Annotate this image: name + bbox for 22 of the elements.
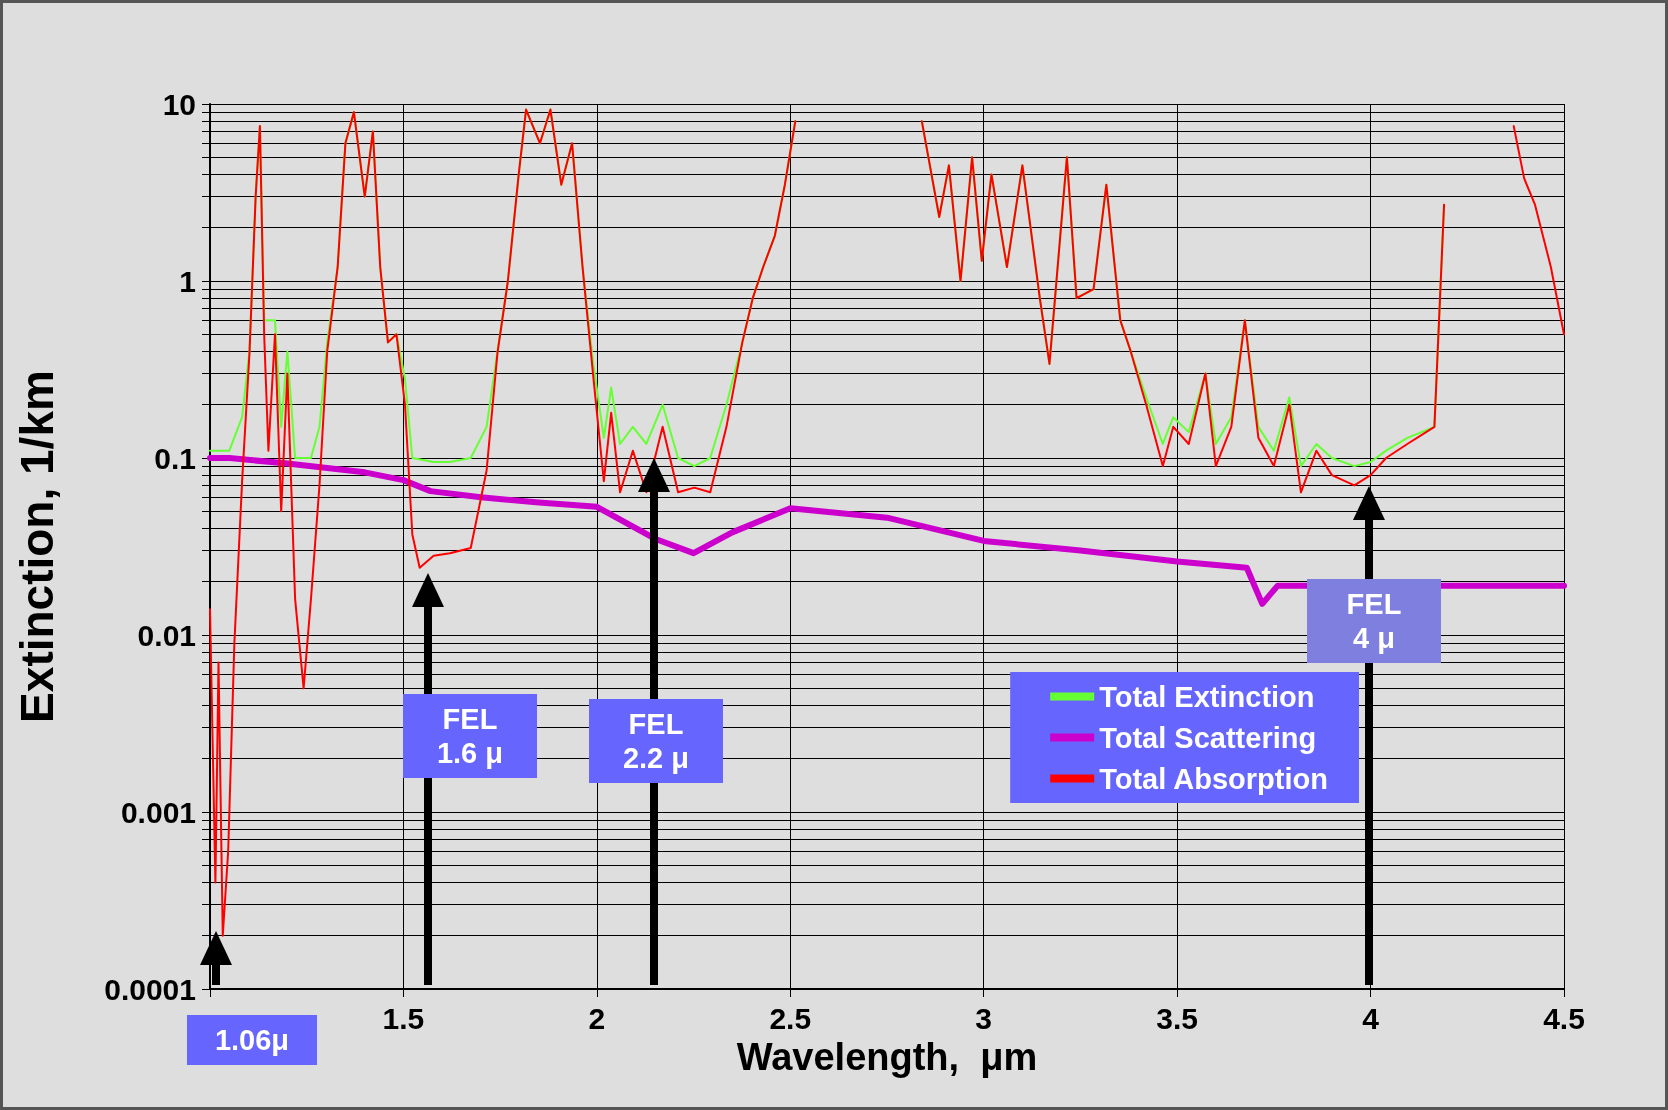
y-tick-label: 1 — [179, 264, 196, 298]
y-tick-label: 0.1 — [154, 441, 196, 475]
x-tick-label: 4.5 — [1543, 1001, 1585, 1035]
x-tick-label: 2 — [588, 1001, 606, 1035]
legend-label: Total Extinction — [1099, 680, 1315, 713]
legend-label: Total Absorption — [1099, 762, 1328, 795]
x-axis-title: Wavelength, μm — [736, 1035, 1038, 1078]
y-tick-label: 0.0001 — [104, 972, 196, 1006]
legend-label: Total Scattering — [1099, 721, 1317, 754]
x-tick-label: 1.5 — [382, 1001, 425, 1035]
annotation: FEL 1.6 μ — [403, 694, 537, 778]
x-tick-label: 3 — [975, 1001, 993, 1035]
y-axis-title: Extinction, 1/km — [11, 370, 63, 723]
y-tick-label: 0.01 — [137, 618, 196, 652]
annotation: FEL 4 μ — [1307, 579, 1441, 663]
y-tick-label: 0.001 — [120, 795, 196, 829]
x-tick-label: 3.5 — [1156, 1001, 1198, 1035]
y-tick-label: 10 — [162, 87, 196, 121]
text: 1.06μ — [187, 1015, 317, 1065]
x-tick-label: 2.5 — [769, 1001, 812, 1035]
annotation: FEL 2.2 μ — [589, 699, 723, 783]
x-tick-label: 4 — [1362, 1001, 1380, 1035]
